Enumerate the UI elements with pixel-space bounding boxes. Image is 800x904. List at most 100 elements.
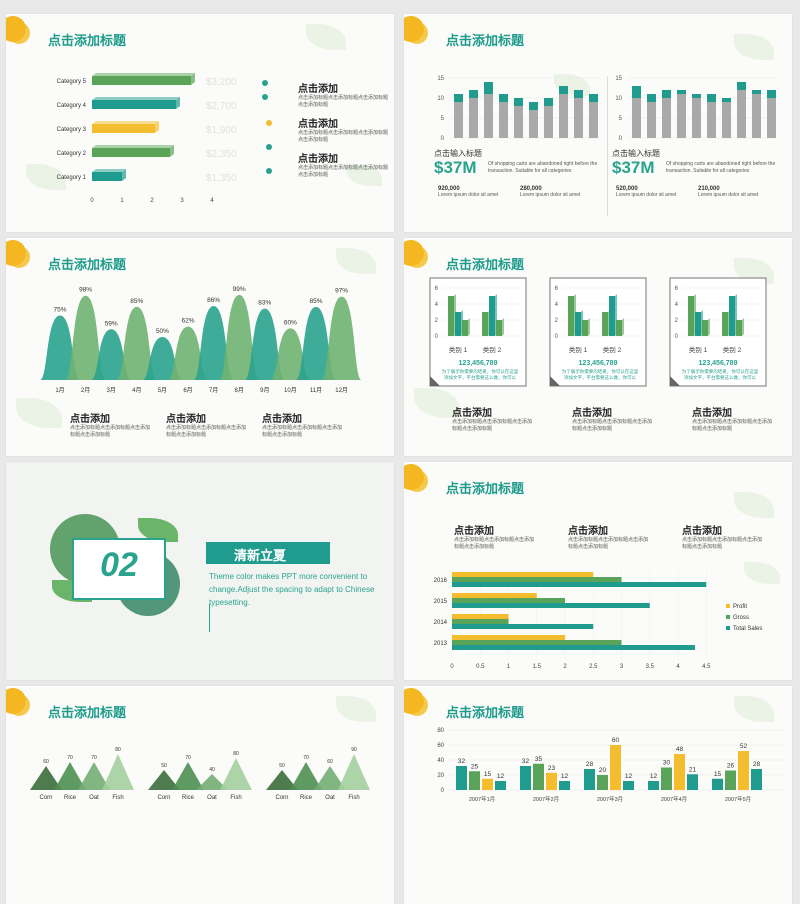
slide-2[interactable]: 点击添加标题 15 10 5 0 15 10 5 0 点击输入标题 $37M Of shopp… bbox=[404, 14, 792, 232]
slide-3[interactable]: 点击添加标题 75% 1月 98% 2月 59% 3月 85% 4月 50% 5月 62% 6月 86%… bbox=[6, 238, 394, 456]
bar bbox=[546, 772, 557, 790]
triangle-charts: 60 Corn 70 Rice 70 Oat 80 Fish 50 Corn 70 Rice 40 Oat… bbox=[30, 747, 370, 801]
tick-label: 10 bbox=[437, 96, 444, 102]
category-label: Corn bbox=[275, 795, 288, 801]
bar bbox=[597, 775, 608, 790]
bar bbox=[648, 781, 659, 790]
point-heading: 点击添加 bbox=[682, 526, 722, 537]
bar bbox=[455, 312, 461, 336]
bar-segment bbox=[767, 90, 776, 98]
slide-8[interactable]: 点击添加标题 80 60 40 20 0 32 25 15 12 2007年1月 32 35 23 12 2… bbox=[404, 686, 792, 904]
tick-label: 10 bbox=[615, 96, 622, 102]
point-text: 点击添加标题点击添加标题点击添加标题点击添加标题 bbox=[568, 537, 649, 550]
ghost-value-label: $3,200 bbox=[206, 77, 237, 88]
stat-value: 280,000 bbox=[520, 186, 542, 192]
check-icon bbox=[266, 168, 272, 174]
bar bbox=[482, 778, 493, 790]
category-label: Corn bbox=[39, 795, 52, 801]
category-label: 类别 1 bbox=[569, 345, 588, 354]
bar bbox=[610, 745, 621, 790]
bar bbox=[92, 172, 122, 181]
slide-6[interactable]: 点击添加标题 点击添加 点击添加标题点击添加标题点击添加标题点击添加标题 点击添… bbox=[404, 462, 792, 680]
bar-segment bbox=[454, 94, 463, 102]
data-label: 15 bbox=[714, 771, 722, 778]
slide-title: 点击添加标题 bbox=[446, 33, 525, 48]
horizontal-bar-chart: 0 0.5 1 1.5 2 2.5 3 3.5 4 4.5 2016 2015 2014 2013 Prof… bbox=[434, 570, 762, 670]
data-label: 40 bbox=[209, 767, 215, 773]
bar bbox=[609, 296, 615, 336]
category-label: 2014 bbox=[434, 620, 448, 626]
tick-label: 2 bbox=[675, 318, 679, 324]
bar-segment bbox=[767, 98, 776, 138]
data-label: 50 bbox=[161, 763, 167, 769]
stat-desc: Lorem ipsum dolor sit amet bbox=[698, 192, 759, 198]
card-number: 123,456,789 bbox=[698, 360, 738, 367]
bar-side bbox=[170, 145, 174, 157]
peak bbox=[91, 329, 132, 380]
card bbox=[549, 277, 647, 387]
bar bbox=[469, 771, 480, 790]
bar bbox=[582, 320, 588, 336]
triangle bbox=[172, 762, 204, 790]
stat-value: 920,000 bbox=[438, 186, 460, 192]
point-heading: 点击添加 bbox=[568, 526, 608, 537]
bar bbox=[92, 124, 155, 133]
category-label: Fish bbox=[348, 795, 359, 801]
check-icon bbox=[266, 120, 272, 126]
bar-top bbox=[92, 169, 126, 172]
category-label: 1月 bbox=[55, 387, 64, 394]
point-text: 点击添加标题点击添加标题点击添加标题点击添加标题 bbox=[572, 419, 653, 432]
category-label: 8月 bbox=[235, 387, 244, 394]
section-body: Theme color makes PPT more convenient to… bbox=[209, 572, 375, 607]
tick-label: 4.5 bbox=[702, 664, 711, 670]
legend-swatch bbox=[726, 604, 730, 608]
category-label: Fish bbox=[112, 795, 123, 801]
bar-segment bbox=[559, 94, 568, 138]
tick-label: 4 bbox=[555, 302, 559, 308]
peak bbox=[270, 328, 311, 380]
data-label: 28 bbox=[753, 761, 761, 768]
data-label: 98% bbox=[79, 287, 92, 294]
legend-swatch bbox=[726, 615, 730, 619]
bar-segment bbox=[752, 90, 761, 94]
category-label: 类别 2 bbox=[483, 345, 502, 354]
slide-7[interactable]: 点击添加标题 60 Corn 70 Rice 70 Oat 80 Fish 50 Corn 70 Ri… bbox=[6, 686, 394, 904]
panel-amount: $37M bbox=[612, 158, 655, 177]
bar bbox=[616, 320, 622, 336]
ghost-value-label: $1,350 bbox=[206, 173, 237, 184]
category-label: 7月 bbox=[209, 387, 218, 394]
stat-value: 210,000 bbox=[698, 186, 720, 192]
slide-5[interactable]: 02 清新立夏 Theme color makes PPT more conve… bbox=[6, 462, 394, 680]
point-text: 点击添加标题点击添加标题点击添加标题点击添加标题 bbox=[70, 425, 151, 438]
tick-label: 6 bbox=[675, 286, 679, 292]
category-label: Oat bbox=[89, 795, 99, 801]
category-label: Oat bbox=[325, 795, 335, 801]
tick-label: 40 bbox=[437, 758, 444, 764]
section-heading-bar bbox=[206, 542, 330, 564]
peak bbox=[296, 306, 336, 380]
category-label: 2013 bbox=[434, 641, 448, 647]
category-label: Oat bbox=[207, 795, 217, 801]
point-heading: 点击添加 bbox=[298, 84, 338, 95]
data-label: 60 bbox=[43, 759, 49, 765]
triangle bbox=[78, 762, 110, 790]
data-label: 28 bbox=[586, 761, 594, 768]
slide-1[interactable]: 点击添加标题 0 1 2 3 4 Category 1 $1,350 Category 2 $2… bbox=[6, 14, 394, 232]
panel-label: 点击输入标题 bbox=[434, 149, 482, 158]
stat-panel-left: 点击输入标题 $37M Of shopping carts are abando… bbox=[434, 148, 600, 198]
triangle bbox=[266, 770, 298, 790]
data-label: 32 bbox=[522, 758, 530, 765]
data-label: 60 bbox=[612, 737, 620, 744]
data-label: 83% bbox=[258, 300, 271, 307]
triangle bbox=[148, 770, 180, 790]
bar bbox=[568, 296, 574, 336]
legend-label: Total Sales bbox=[733, 626, 762, 632]
bar-side bbox=[155, 121, 159, 133]
category-label: Rice bbox=[182, 795, 195, 801]
bar bbox=[738, 751, 749, 790]
card-corner bbox=[430, 376, 440, 386]
category-label: Category 1 bbox=[57, 175, 87, 181]
slide-4[interactable]: 点击添加标题 6 4 2 0 类别 1 类别 2 6 4 2 0 类别 1 类别 2 6 4 2 0 类别 1 类… bbox=[404, 238, 792, 456]
bar bbox=[520, 766, 531, 790]
data-label: 23 bbox=[548, 765, 556, 772]
